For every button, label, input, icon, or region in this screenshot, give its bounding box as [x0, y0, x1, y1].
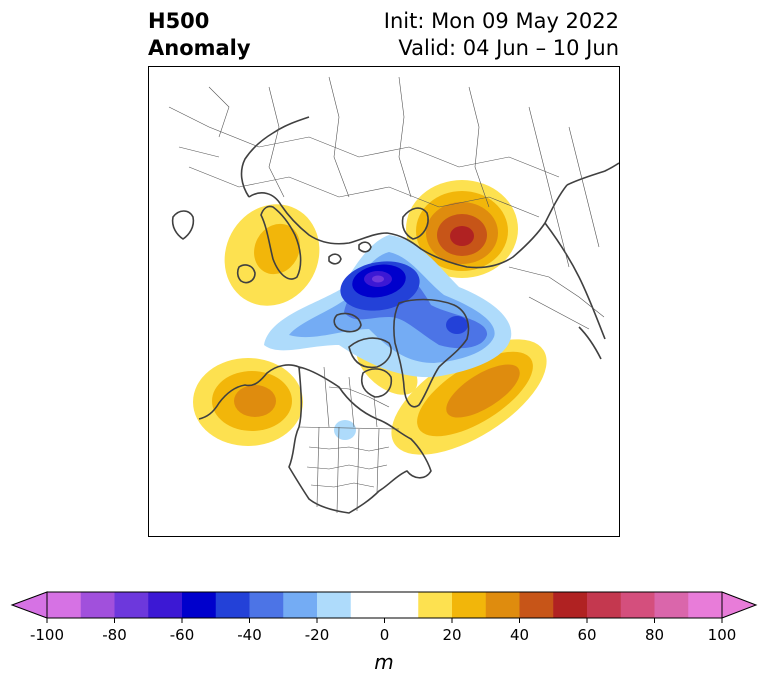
title-variable: H500	[148, 9, 210, 33]
chart-title: H500 Anomaly	[148, 8, 251, 62]
colorbar-tick-label: 40	[509, 626, 530, 644]
colorbar-ticks	[46, 618, 723, 623]
colorbar-segment	[418, 592, 453, 618]
colorbar-tick-label: 60	[577, 626, 597, 644]
colorbar-segment	[654, 592, 689, 618]
colorbar	[10, 591, 758, 623]
colorbar-segment	[249, 592, 284, 618]
canada-archipelago-coast	[348, 337, 392, 369]
colorbar-segment	[587, 592, 622, 618]
colorbar-segment	[182, 592, 217, 618]
title-field: Anomaly	[148, 36, 251, 60]
colorbar-segment	[148, 592, 183, 618]
colorbar-tick-label: -60	[169, 626, 195, 644]
colorbar-segment	[553, 592, 588, 618]
anomaly-gulf-of-alaska	[193, 358, 303, 446]
east-asia-coast	[566, 162, 619, 186]
anomaly-map	[148, 66, 620, 537]
map-canvas	[149, 76, 619, 514]
colorbar-tick-label: 80	[644, 626, 665, 644]
colorbar-segment	[519, 592, 554, 618]
colorbar-segment	[384, 592, 419, 618]
us-canada-state-borders	[298, 366, 400, 514]
country-borders	[168, 76, 605, 330]
colorbar-extend-high	[721, 591, 758, 619]
colorbar-segment	[485, 592, 520, 618]
uk-coast	[171, 210, 195, 240]
colorbar-tick-label: -20	[304, 626, 330, 644]
colorbar-segment	[688, 592, 723, 618]
colorbar-tick-label: -100	[29, 626, 65, 644]
greenland-coast	[393, 298, 470, 408]
alaska-coast	[198, 364, 300, 420]
edge-artifact	[149, 285, 153, 319]
valid-period: Valid: 04 Jun – 10 Jun	[398, 36, 619, 60]
colorbar-segment	[350, 592, 385, 618]
colorbar-tick-label: -80	[102, 626, 127, 644]
north-america-coast	[288, 366, 432, 514]
colorbar-tick-label: -40	[237, 626, 262, 644]
colorbar-unit: m	[374, 650, 394, 674]
colorbar-tick-label: 100	[707, 626, 737, 644]
anomaly-siberia	[406, 180, 518, 278]
anomaly-arctic	[264, 235, 512, 440]
colorbar-segment	[452, 592, 487, 618]
colorbar-segment	[317, 592, 352, 618]
colorbar-segment	[283, 592, 318, 618]
coastlines	[171, 116, 619, 514]
colorbar-tick-label: 0	[379, 626, 390, 644]
eurasia-coast	[248, 184, 568, 269]
colorbar-segment	[620, 592, 655, 618]
init-date: Init: Mon 09 May 2022	[383, 9, 619, 33]
scandinavia-coast	[260, 205, 302, 280]
colorbar-extend-low	[10, 591, 48, 619]
colorbar-segment	[47, 592, 82, 618]
date-info: Init: Mon 09 May 2022 Valid: 04 Jun – 10…	[384, 8, 619, 62]
colorbar-tick-label: 20	[442, 626, 462, 644]
colorbar-segment	[215, 592, 250, 618]
colorbar-segment	[80, 592, 115, 618]
colorbar-segment	[114, 592, 149, 618]
colorbar-segments	[47, 592, 723, 618]
